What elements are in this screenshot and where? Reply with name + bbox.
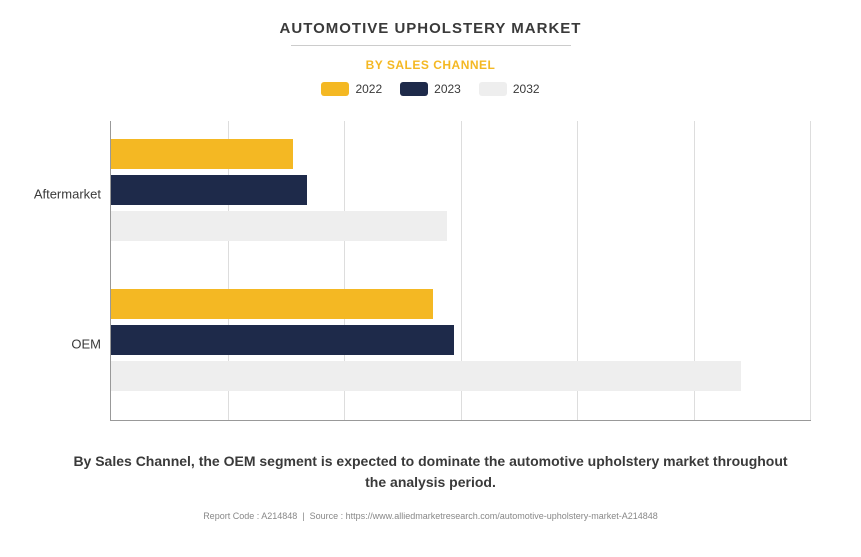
bar-aftermarket-2022: [111, 139, 293, 169]
legend-swatch-2032: [479, 82, 507, 96]
legend: 2022 2023 2032: [321, 82, 539, 96]
legend-item: 2022: [321, 82, 382, 96]
legend-label: 2032: [513, 82, 540, 96]
legend-label: 2022: [355, 82, 382, 96]
legend-swatch-2022: [321, 82, 349, 96]
legend-item: 2023: [400, 82, 461, 96]
legend-label: 2023: [434, 82, 461, 96]
legend-item: 2032: [479, 82, 540, 96]
bar-aftermarket-2023: [111, 175, 307, 205]
report-label: Report Code :: [203, 511, 259, 521]
bar-oem-2032: [111, 361, 741, 391]
category-label: OEM: [21, 337, 101, 352]
bar-group-oem: OEM: [111, 289, 811, 399]
bar-oem-2022: [111, 289, 433, 319]
chart-plot-area: Aftermarket OEM: [110, 121, 811, 421]
source-label: Source :: [310, 511, 344, 521]
legend-swatch-2023: [400, 82, 428, 96]
footer: Report Code : A214848 | Source : https:/…: [203, 511, 658, 521]
chart-description: By Sales Channel, the OEM segment is exp…: [30, 451, 831, 493]
report-code: A214848: [261, 511, 297, 521]
source-url: https://www.alliedmarketresearch.com/aut…: [346, 511, 658, 521]
chart-title: AUTOMOTIVE UPHOLSTERY MARKET: [280, 20, 582, 37]
bar-aftermarket-2032: [111, 211, 447, 241]
chart-subtitle: BY SALES CHANNEL: [366, 58, 496, 72]
bar-oem-2023: [111, 325, 454, 355]
bar-group-aftermarket: Aftermarket: [111, 139, 811, 249]
title-underline: [291, 45, 571, 46]
category-label: Aftermarket: [21, 187, 101, 202]
